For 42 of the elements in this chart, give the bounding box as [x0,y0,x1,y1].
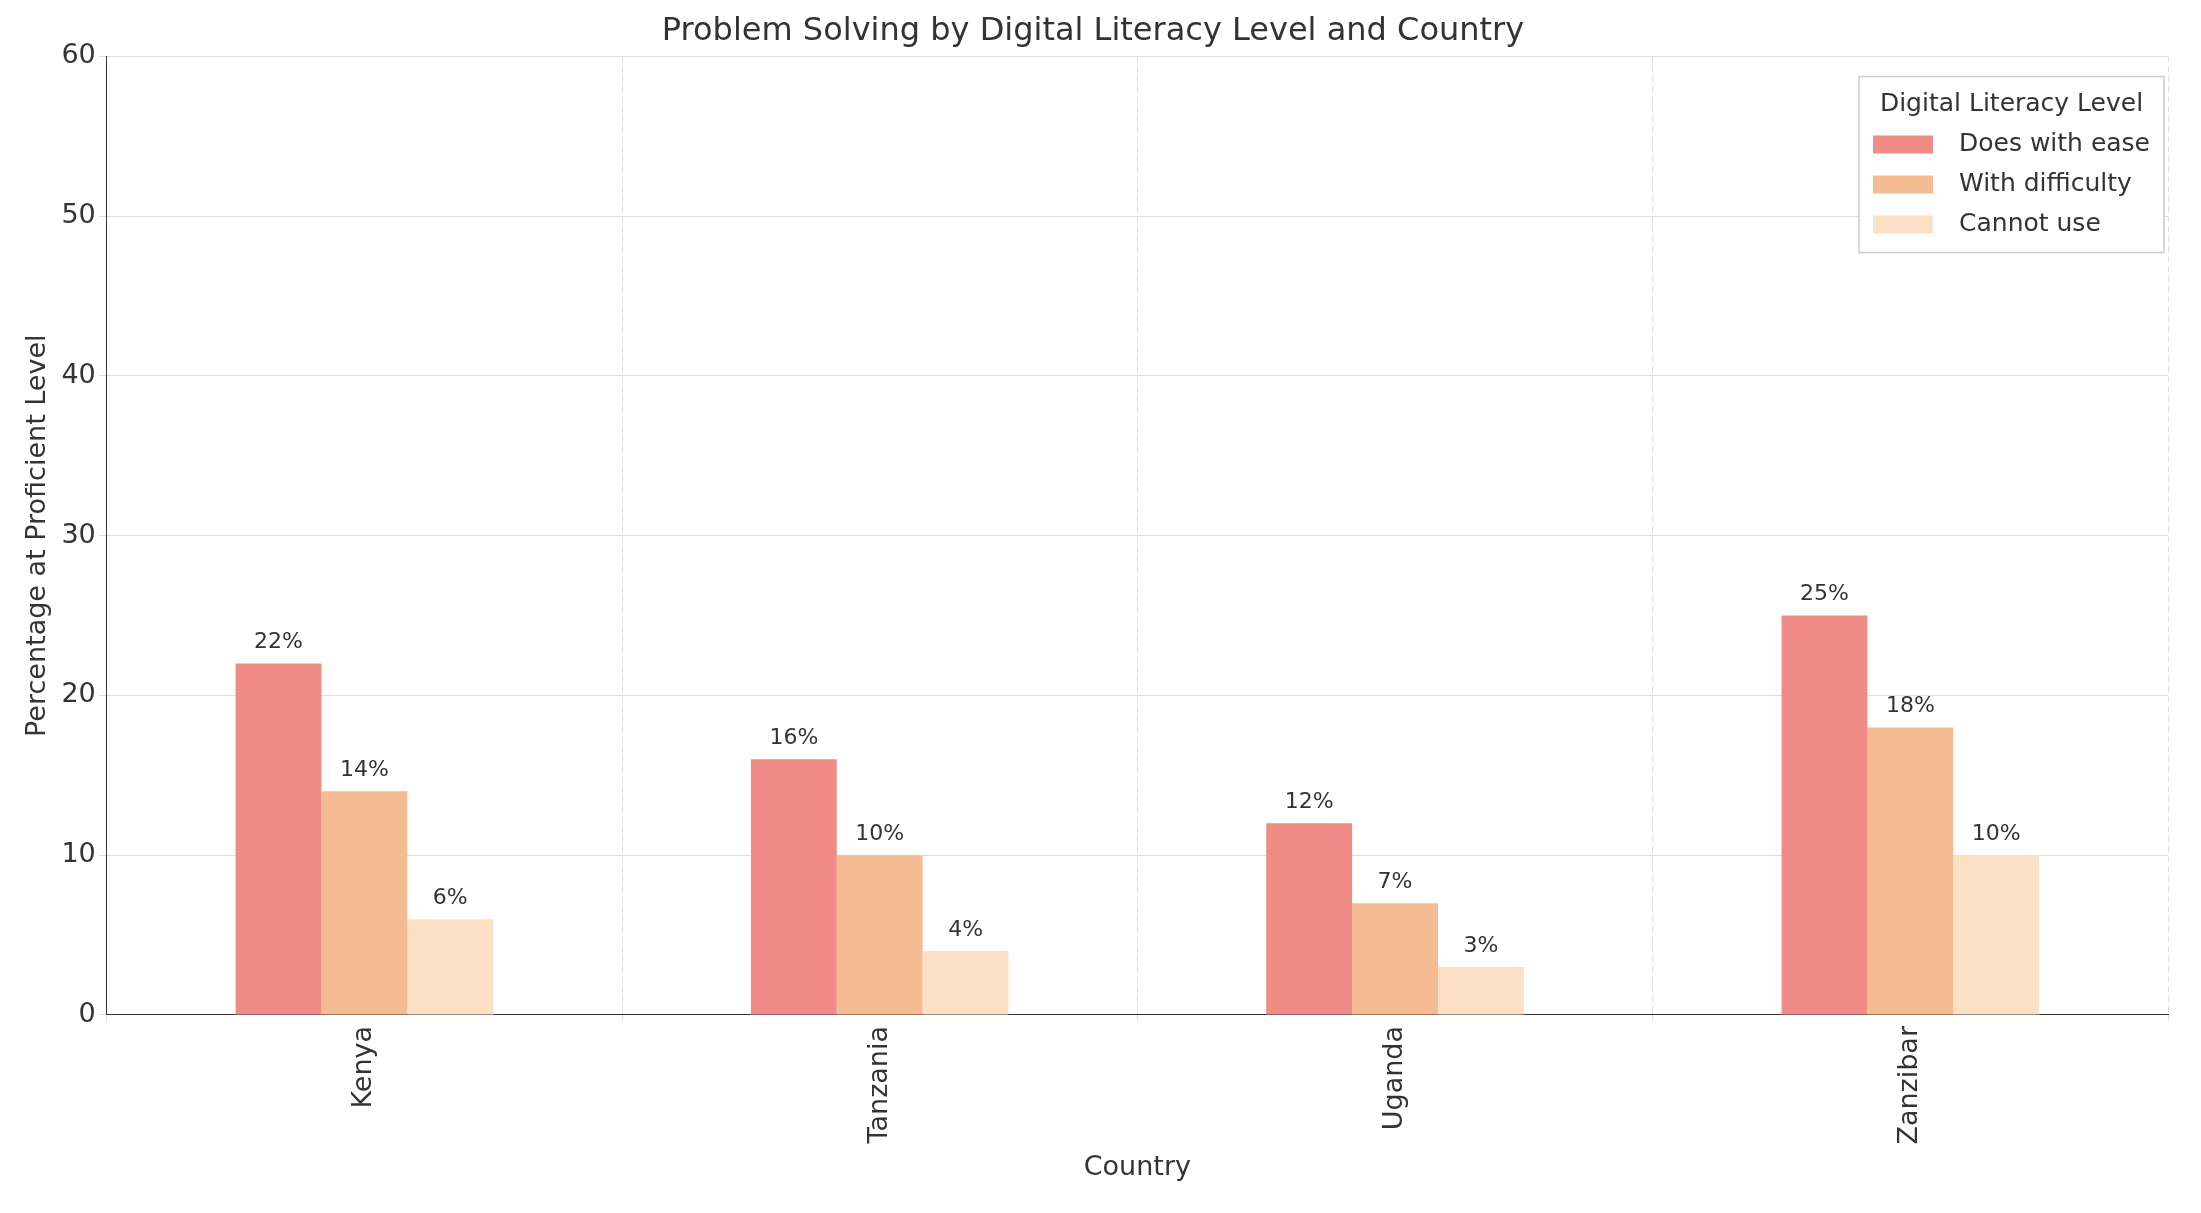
bar [321,791,408,1015]
bar [1953,855,2040,1015]
data-label: 6% [432,883,468,909]
bar [1781,615,1868,1015]
x-tick-label: Tanzania [861,1025,893,1145]
data-label: 16% [769,724,819,750]
y-tick-label: 50 [61,198,96,230]
data-label: 25% [1800,580,1849,606]
chart-title: Problem Solving by Digital Literacy Level and Country [661,9,1525,48]
x-tick-label: Kenya [346,1025,378,1109]
y-tick-label: 20 [61,677,96,709]
bar [922,951,1009,1015]
data-label: 14% [339,756,389,782]
x-tick-label: Uganda [1377,1025,1409,1131]
bar [836,855,923,1015]
data-label: 10% [855,819,905,845]
y-tick-label: 0 [78,997,96,1028]
y-tick-label: 60 [61,38,96,70]
y-tick-label: 30 [61,517,96,549]
y-axis-title: Percentage at Proficient Level [20,334,52,737]
bar [1352,903,1438,1015]
y-tick-label: 10 [61,837,96,869]
data-label: 10% [1971,819,2021,845]
legend-label: Cannot use [1959,207,2101,237]
bar [407,919,494,1015]
data-label: 7% [1377,867,1413,893]
bar [1266,823,1353,1015]
data-label: 22% [254,628,303,654]
bar [1437,967,1524,1015]
legend-title: Digital Literacy Level [1879,87,2144,117]
data-label: 3% [1463,931,1499,957]
data-label: 4% [948,915,984,941]
x-tick-label: Zanzibar [1892,1025,1924,1145]
bar [1867,727,1954,1015]
y-tick-label: 40 [61,357,96,389]
data-label: 12% [1284,787,1334,813]
bar [235,663,322,1015]
data-label: 18% [1885,692,1935,718]
legend-label: With difficulty [1959,167,2133,197]
bar [750,759,837,1015]
x-axis-title: Country [1083,1149,1192,1181]
legend-label: Does with ease [1959,127,2151,157]
